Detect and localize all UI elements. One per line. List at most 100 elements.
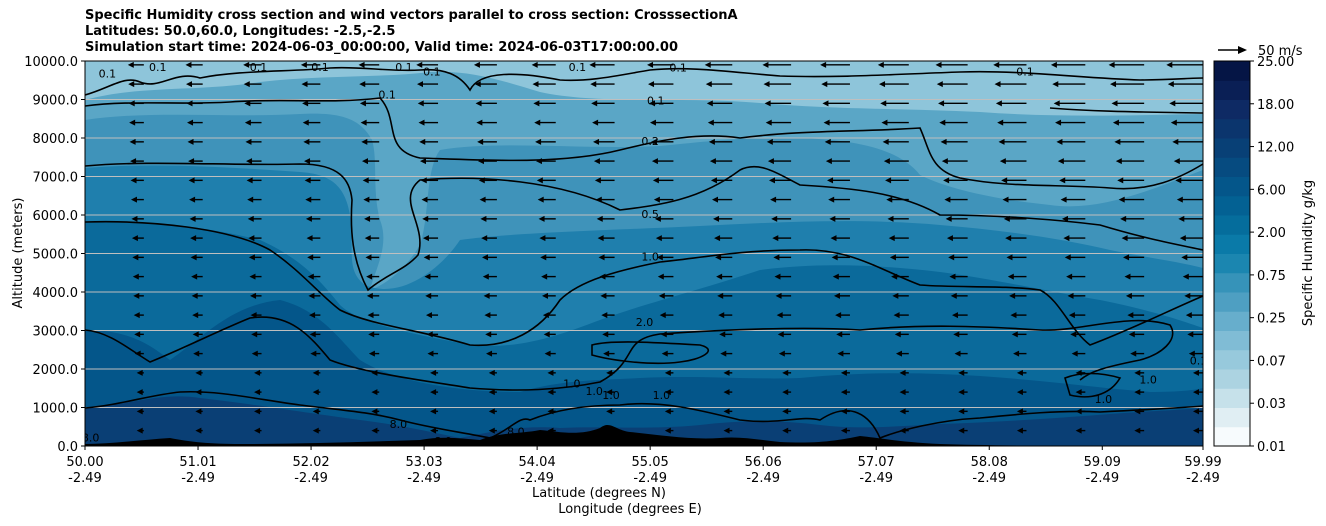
wind-vector: [541, 273, 556, 280]
wind-vector: [765, 119, 792, 126]
wind-vector: [131, 235, 144, 242]
wind-vector: [195, 369, 203, 376]
wind-vector: [130, 158, 144, 165]
wind-vector: [600, 292, 615, 299]
colorbar-swatch: [1214, 388, 1250, 408]
wind-vector: [1010, 312, 1027, 319]
contour-label: 0.1: [378, 89, 396, 102]
contour-label: 0.1: [99, 67, 117, 80]
wind-vector: [361, 138, 380, 145]
wind-vector: [837, 350, 850, 357]
wind-vector: [648, 100, 674, 107]
wind-vector: [359, 81, 380, 88]
contour-label: 0.1: [395, 61, 413, 74]
wind-vector: [1166, 61, 1203, 68]
y-tick-label: 3000.0: [33, 325, 79, 340]
wind-vector: [998, 138, 1027, 145]
y-tick-label: 2000.0: [33, 363, 79, 378]
wind-vector: [886, 196, 909, 203]
wind-vector: [1193, 369, 1203, 376]
wind-vector: [430, 408, 439, 415]
contour-label: 0.1: [311, 61, 329, 74]
wind-vector: [1009, 292, 1027, 299]
wind-vector: [475, 100, 497, 107]
wind-vector: [133, 312, 144, 319]
wind-vector: [958, 427, 968, 434]
wind-vector: [254, 408, 262, 415]
wind-vector: [254, 369, 262, 376]
wind-vector: [1001, 177, 1027, 184]
wind-vector: [130, 196, 144, 203]
wind-vector: [243, 61, 262, 68]
wind-vector: [1117, 177, 1145, 184]
contour-label: 0.1: [1190, 354, 1208, 367]
contour-label: 8.0: [390, 418, 408, 431]
wind-vector: [958, 369, 968, 376]
wind-vector: [592, 119, 615, 126]
wind-vector: [304, 158, 321, 165]
wind-vector: [368, 331, 380, 338]
colorbar-frame: [1213, 60, 1251, 447]
wind-vector: [648, 81, 674, 88]
x-tick-label-lon: -2.49: [181, 471, 215, 486]
wind-vector: [941, 158, 968, 165]
contour-label: 1.0: [1095, 393, 1113, 406]
wind-vector: [1184, 292, 1203, 299]
wind-vector: [723, 389, 733, 396]
wind-vector: [539, 235, 556, 242]
wind-vector: [940, 138, 968, 145]
wind-vector: [186, 100, 203, 107]
wind-vector: [899, 427, 909, 434]
wind-vector: [840, 389, 850, 396]
wind-vector: [246, 158, 262, 165]
x-tick-label-lat: 52.02: [292, 455, 329, 470]
wind-vector: [127, 61, 144, 68]
contour-1p0: [85, 220, 1203, 347]
wind-vector: [832, 273, 850, 280]
wind-vector: [1110, 81, 1145, 88]
wind-vector: [1053, 100, 1086, 107]
wind-vector: [309, 312, 321, 319]
title-line-1: Specific Humidity cross section and wind…: [85, 8, 738, 23]
wind-vector: [421, 196, 439, 203]
wind-vector: [593, 138, 615, 145]
wind-vector: [1169, 100, 1203, 107]
wind-vector: [247, 196, 262, 203]
wind-vector: [782, 408, 792, 415]
wind-vector: [483, 292, 497, 299]
wind-vector: [544, 350, 556, 357]
wind-vector: [243, 81, 262, 88]
wind-vector: [134, 350, 144, 357]
wind-vector: [1052, 81, 1086, 88]
wind-vector: [1114, 138, 1145, 145]
wind-vector: [191, 292, 203, 299]
wind-vector: [474, 81, 497, 88]
wind-vector: [879, 81, 909, 88]
wind-vector: [136, 408, 144, 415]
wind-vector: [477, 138, 497, 145]
contour-label: 0.1: [250, 61, 268, 74]
wind-vector: [364, 235, 380, 242]
wind-vector: [424, 273, 439, 280]
colorbar-tick-label: 12.00: [1257, 141, 1294, 156]
wind-vector: [664, 389, 674, 396]
wind-vector: [190, 254, 203, 261]
wind-vector: [189, 196, 203, 203]
y-tick-label: 0.0: [57, 440, 78, 455]
x-tick-label-lat: 50.00: [66, 455, 103, 470]
wind-vector: [899, 369, 909, 376]
colorbar-tick-label: 6.00: [1257, 183, 1286, 198]
x-tick-label-lat: 51.01: [179, 455, 216, 470]
wind-vector: [763, 81, 792, 88]
wind-vector: [247, 215, 262, 222]
contour-label: 0.1: [647, 94, 665, 107]
wind-vector: [302, 119, 321, 126]
x-tick-label-lon: -2.49: [1085, 471, 1119, 486]
wind-vector: [136, 427, 144, 434]
wind-vector: [1013, 350, 1027, 357]
colorbar-tick-label: 2.00: [1257, 226, 1286, 241]
wind-vector: [709, 158, 733, 165]
wind-vector: [1002, 196, 1027, 203]
wind-vector: [476, 119, 497, 126]
wind-vector: [136, 369, 144, 376]
